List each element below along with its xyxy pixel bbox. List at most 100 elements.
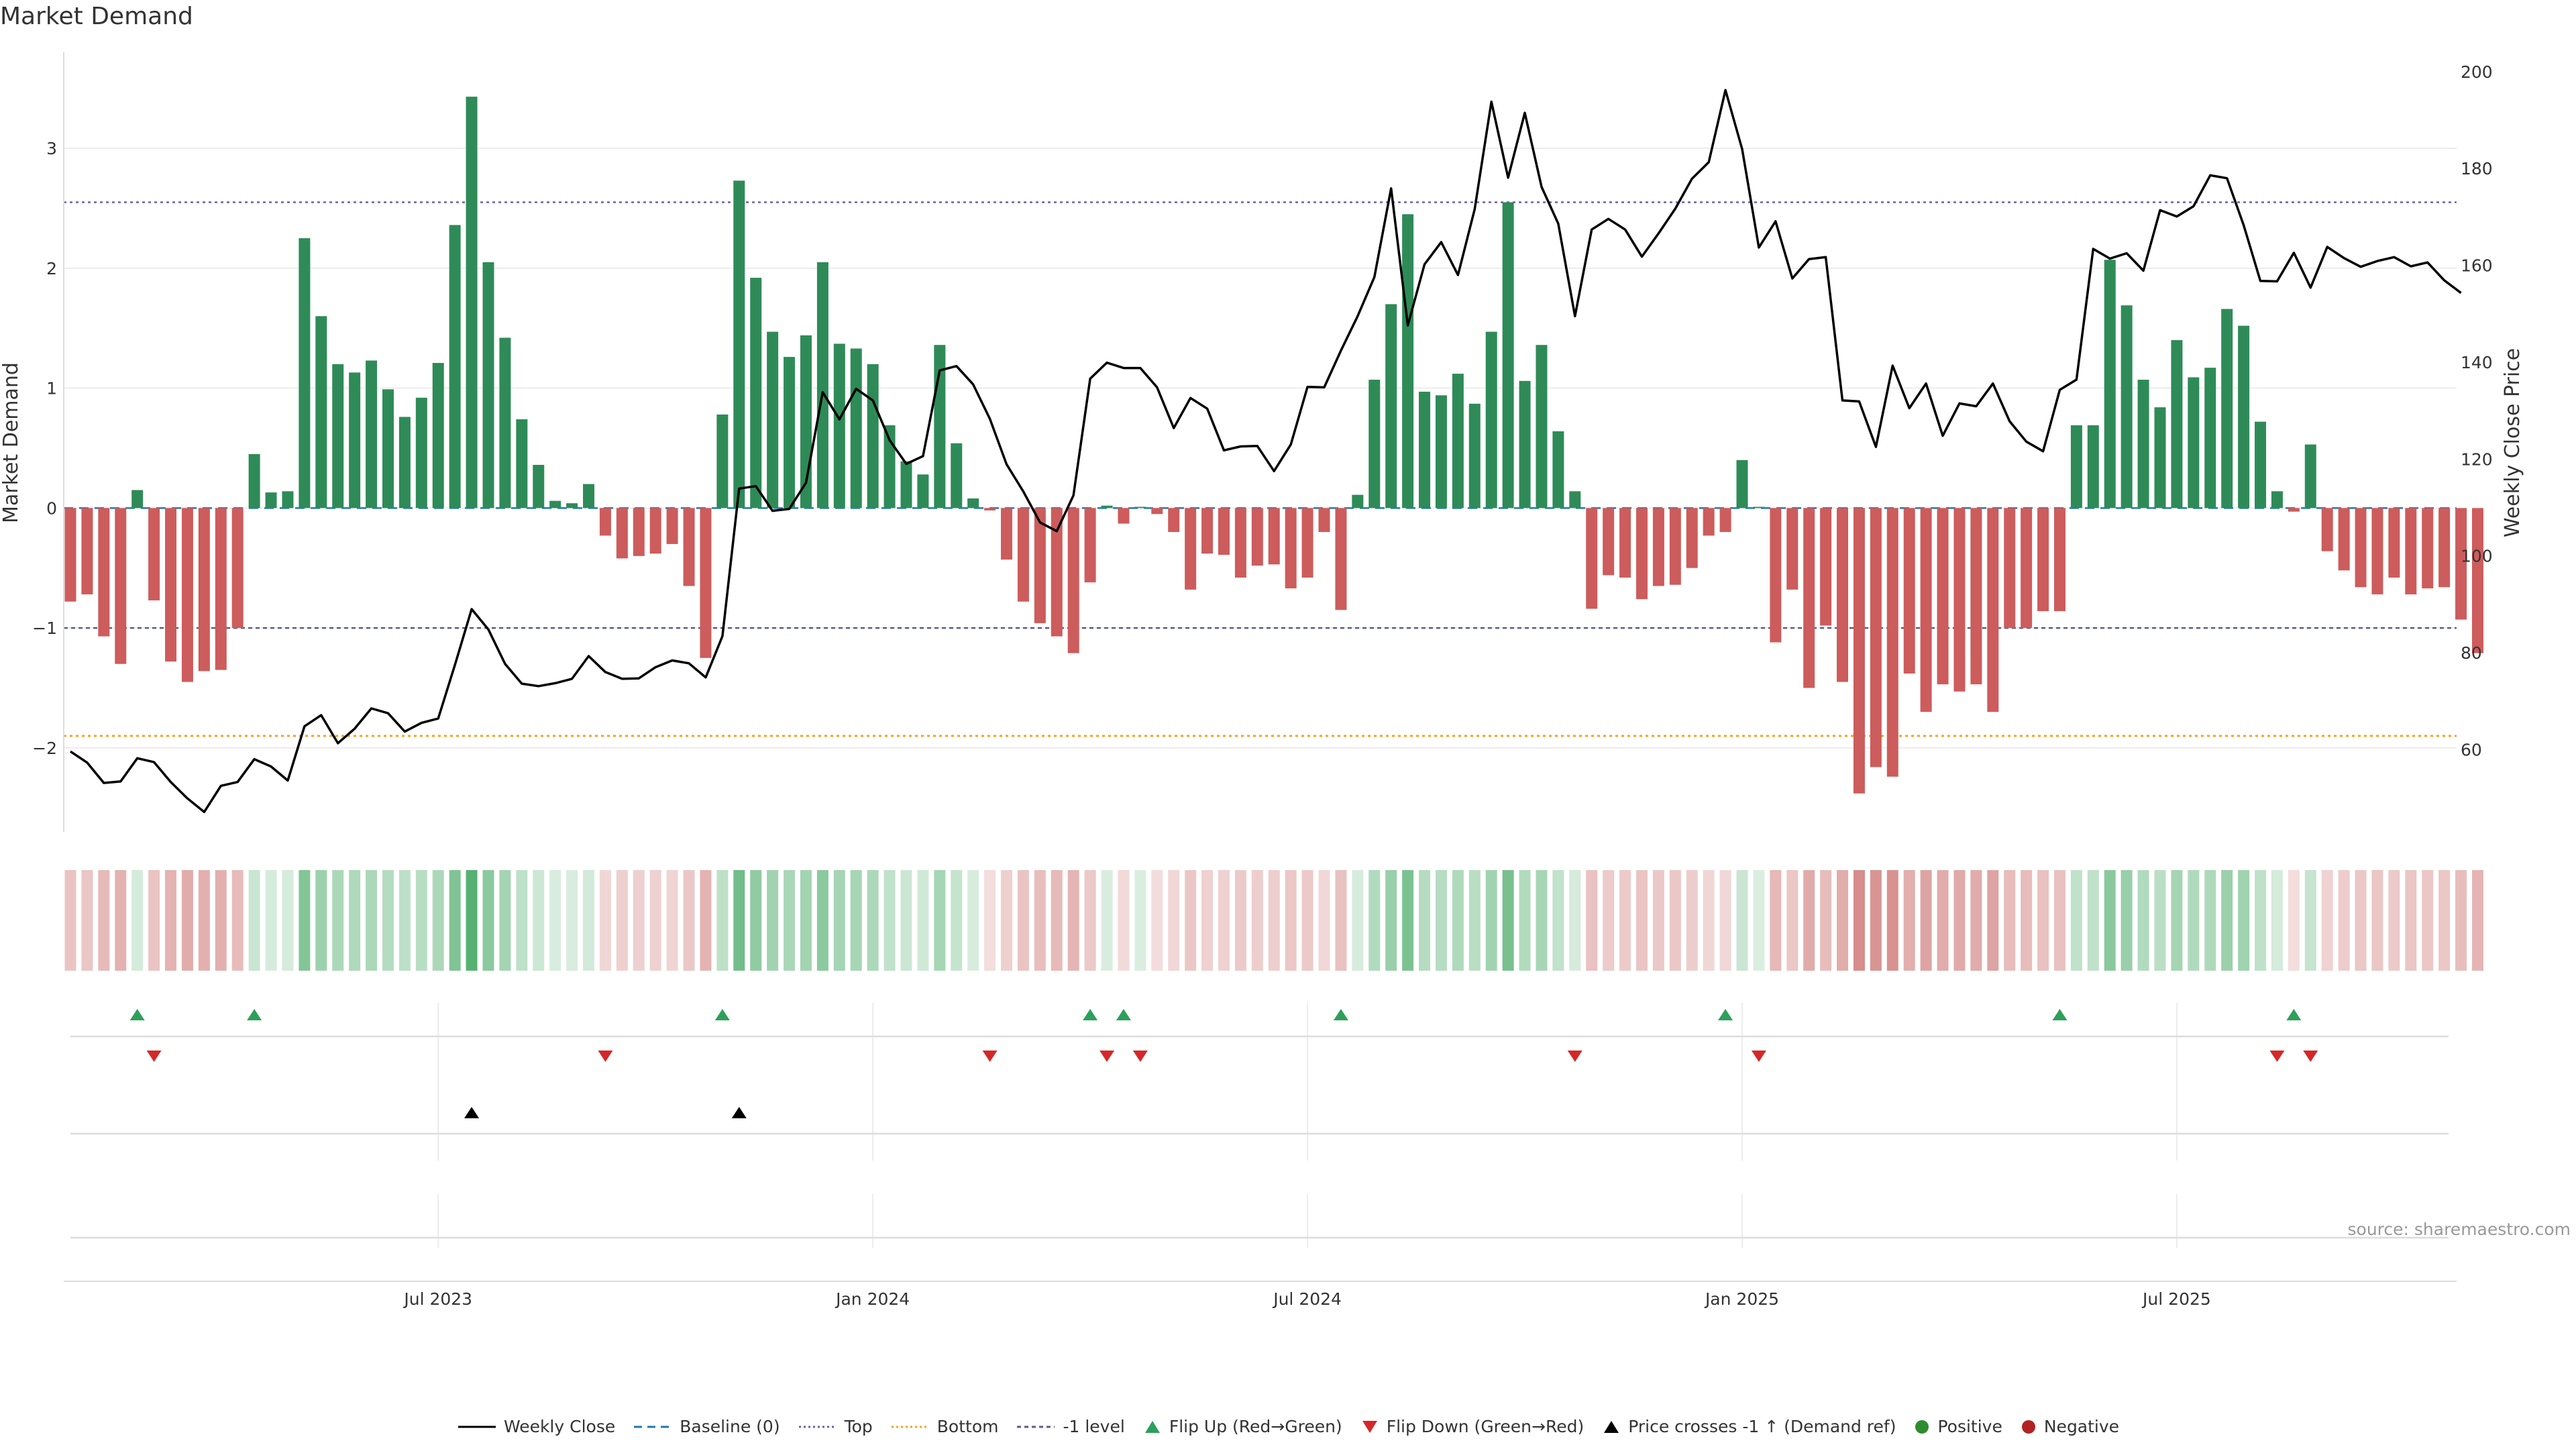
price-cross-marker	[731, 1107, 747, 1118]
strip-cell	[700, 870, 712, 971]
demand-bar	[499, 337, 511, 508]
strip-cell	[1635, 870, 1648, 971]
strip-cell	[583, 870, 595, 971]
demand-bar	[1569, 491, 1581, 508]
demand-bar	[1268, 508, 1280, 565]
strip-cell	[98, 870, 110, 971]
strip-cell	[917, 870, 929, 971]
strip-cell	[215, 870, 227, 971]
flip-down-marker	[2269, 1051, 2285, 1062]
flip-down-marker	[1567, 1051, 1582, 1062]
demand-bar	[1051, 508, 1063, 637]
y2-tick-label: 80	[2461, 643, 2482, 663]
y-tick-label: −1	[32, 619, 57, 638]
legend-item-flip-down: Flip Down (Green→Red)	[1360, 1417, 1584, 1436]
demand-bar	[231, 508, 244, 629]
minus1-swatch	[1017, 1426, 1055, 1428]
demand-bar	[1903, 508, 1915, 674]
demand-bar	[1101, 505, 1113, 508]
strip-cell	[1937, 870, 1949, 971]
y2-axis-label: Weekly Close Price	[2501, 348, 2524, 537]
strip-cell	[784, 870, 796, 971]
legend-label: Weekly Close	[503, 1417, 616, 1436]
demand-bar	[2221, 309, 2233, 508]
demand-bar	[700, 508, 712, 658]
demand-bar	[2121, 305, 2133, 508]
demand-bar	[2304, 444, 2316, 508]
strip-cell	[1719, 870, 1731, 971]
negative-dot-icon	[2021, 1419, 2035, 1434]
y-tick-label: 1	[46, 379, 57, 398]
demand-bar	[2405, 508, 2417, 595]
demand-bar	[1001, 508, 1013, 560]
demand-bar	[1635, 508, 1648, 600]
source-note: source: sharemaestro.com	[2347, 1220, 2571, 1239]
demand-bar	[816, 262, 828, 508]
strip-cell	[1185, 870, 1197, 971]
demand-bar	[115, 508, 127, 664]
strip-cell	[951, 870, 963, 971]
y2-tick-label: 180	[2461, 159, 2493, 178]
demand-bar	[1352, 494, 1364, 508]
strip-cell	[1987, 870, 1999, 971]
strip-cell	[1652, 870, 1664, 971]
strip-cell	[1234, 870, 1246, 971]
strip-cell	[1536, 870, 1548, 971]
strip-cell	[1368, 870, 1381, 971]
price-cross-marker	[464, 1107, 480, 1118]
strip-cell	[2338, 870, 2350, 971]
strip-cell	[382, 870, 394, 971]
strip-cell	[1837, 870, 1849, 971]
strip-cell	[1736, 870, 1748, 971]
top-swatch	[798, 1426, 837, 1428]
flip-down-marker	[1132, 1051, 1148, 1062]
strip-cell	[2288, 870, 2300, 971]
strip-cell	[633, 870, 645, 971]
demand-bar	[2070, 425, 2082, 508]
strip-cell	[1101, 870, 1113, 971]
strip-cell	[398, 870, 411, 971]
strip-cell	[1485, 870, 1497, 971]
strip-cell	[1118, 870, 1130, 971]
demand-bar	[833, 343, 845, 508]
demand-bar	[282, 491, 294, 508]
strip-cell	[1886, 870, 1898, 971]
demand-bar	[2288, 508, 2300, 512]
strip-cell	[332, 870, 344, 971]
flip-down-marker	[2303, 1051, 2318, 1062]
demand-bar	[299, 238, 311, 508]
strip-cell	[833, 870, 845, 971]
demand-bar	[2004, 508, 2016, 629]
legend-label: Baseline (0)	[680, 1417, 780, 1436]
demand-bar	[1970, 508, 1982, 685]
demand-bar	[349, 372, 361, 508]
demand-bar	[1335, 508, 1347, 610]
strip-cell	[1803, 870, 1815, 971]
demand-bar	[2388, 508, 2400, 578]
demand-bar	[2204, 368, 2216, 508]
y2-tick-label: 100	[2461, 547, 2493, 566]
demand-bar	[2338, 508, 2350, 571]
strip-cell	[366, 870, 378, 971]
demand-bar	[1502, 202, 1514, 508]
demand-bar	[165, 508, 177, 662]
flip-up-marker	[247, 1009, 262, 1020]
flip-down-marker	[1099, 1051, 1115, 1062]
strip-cell	[115, 870, 127, 971]
x-tick-label: Jul 2024	[1272, 1289, 1342, 1309]
y2-tick-label: 140	[2461, 353, 2493, 372]
strip-cell	[1034, 870, 1046, 971]
strip-cell	[883, 870, 896, 971]
strip-cell	[415, 870, 427, 971]
strip-cell	[767, 870, 779, 971]
demand-bar	[1118, 508, 1130, 524]
demand-bar	[1837, 508, 1849, 682]
demand-bar	[1301, 508, 1313, 578]
strip-cell	[733, 870, 745, 971]
strip-cell	[2438, 870, 2451, 971]
demand-bar	[1067, 508, 1079, 653]
y-tick-label: 2	[46, 259, 57, 278]
legend-item-top: Top	[798, 1417, 873, 1436]
strip-cell	[482, 870, 494, 971]
